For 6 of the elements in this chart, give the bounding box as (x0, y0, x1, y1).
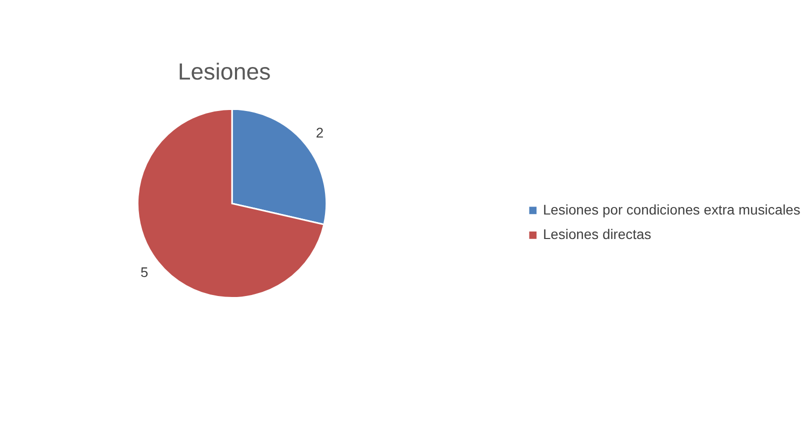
data-label: 5 (140, 264, 148, 280)
legend-label: Lesiones por condiciones extra musicales (542, 201, 800, 218)
chart-title: Lesiones (178, 58, 271, 85)
data-label: 2 (316, 124, 324, 140)
legend-label: Lesiones directas (542, 226, 652, 242)
pie-slice (136, 108, 325, 298)
